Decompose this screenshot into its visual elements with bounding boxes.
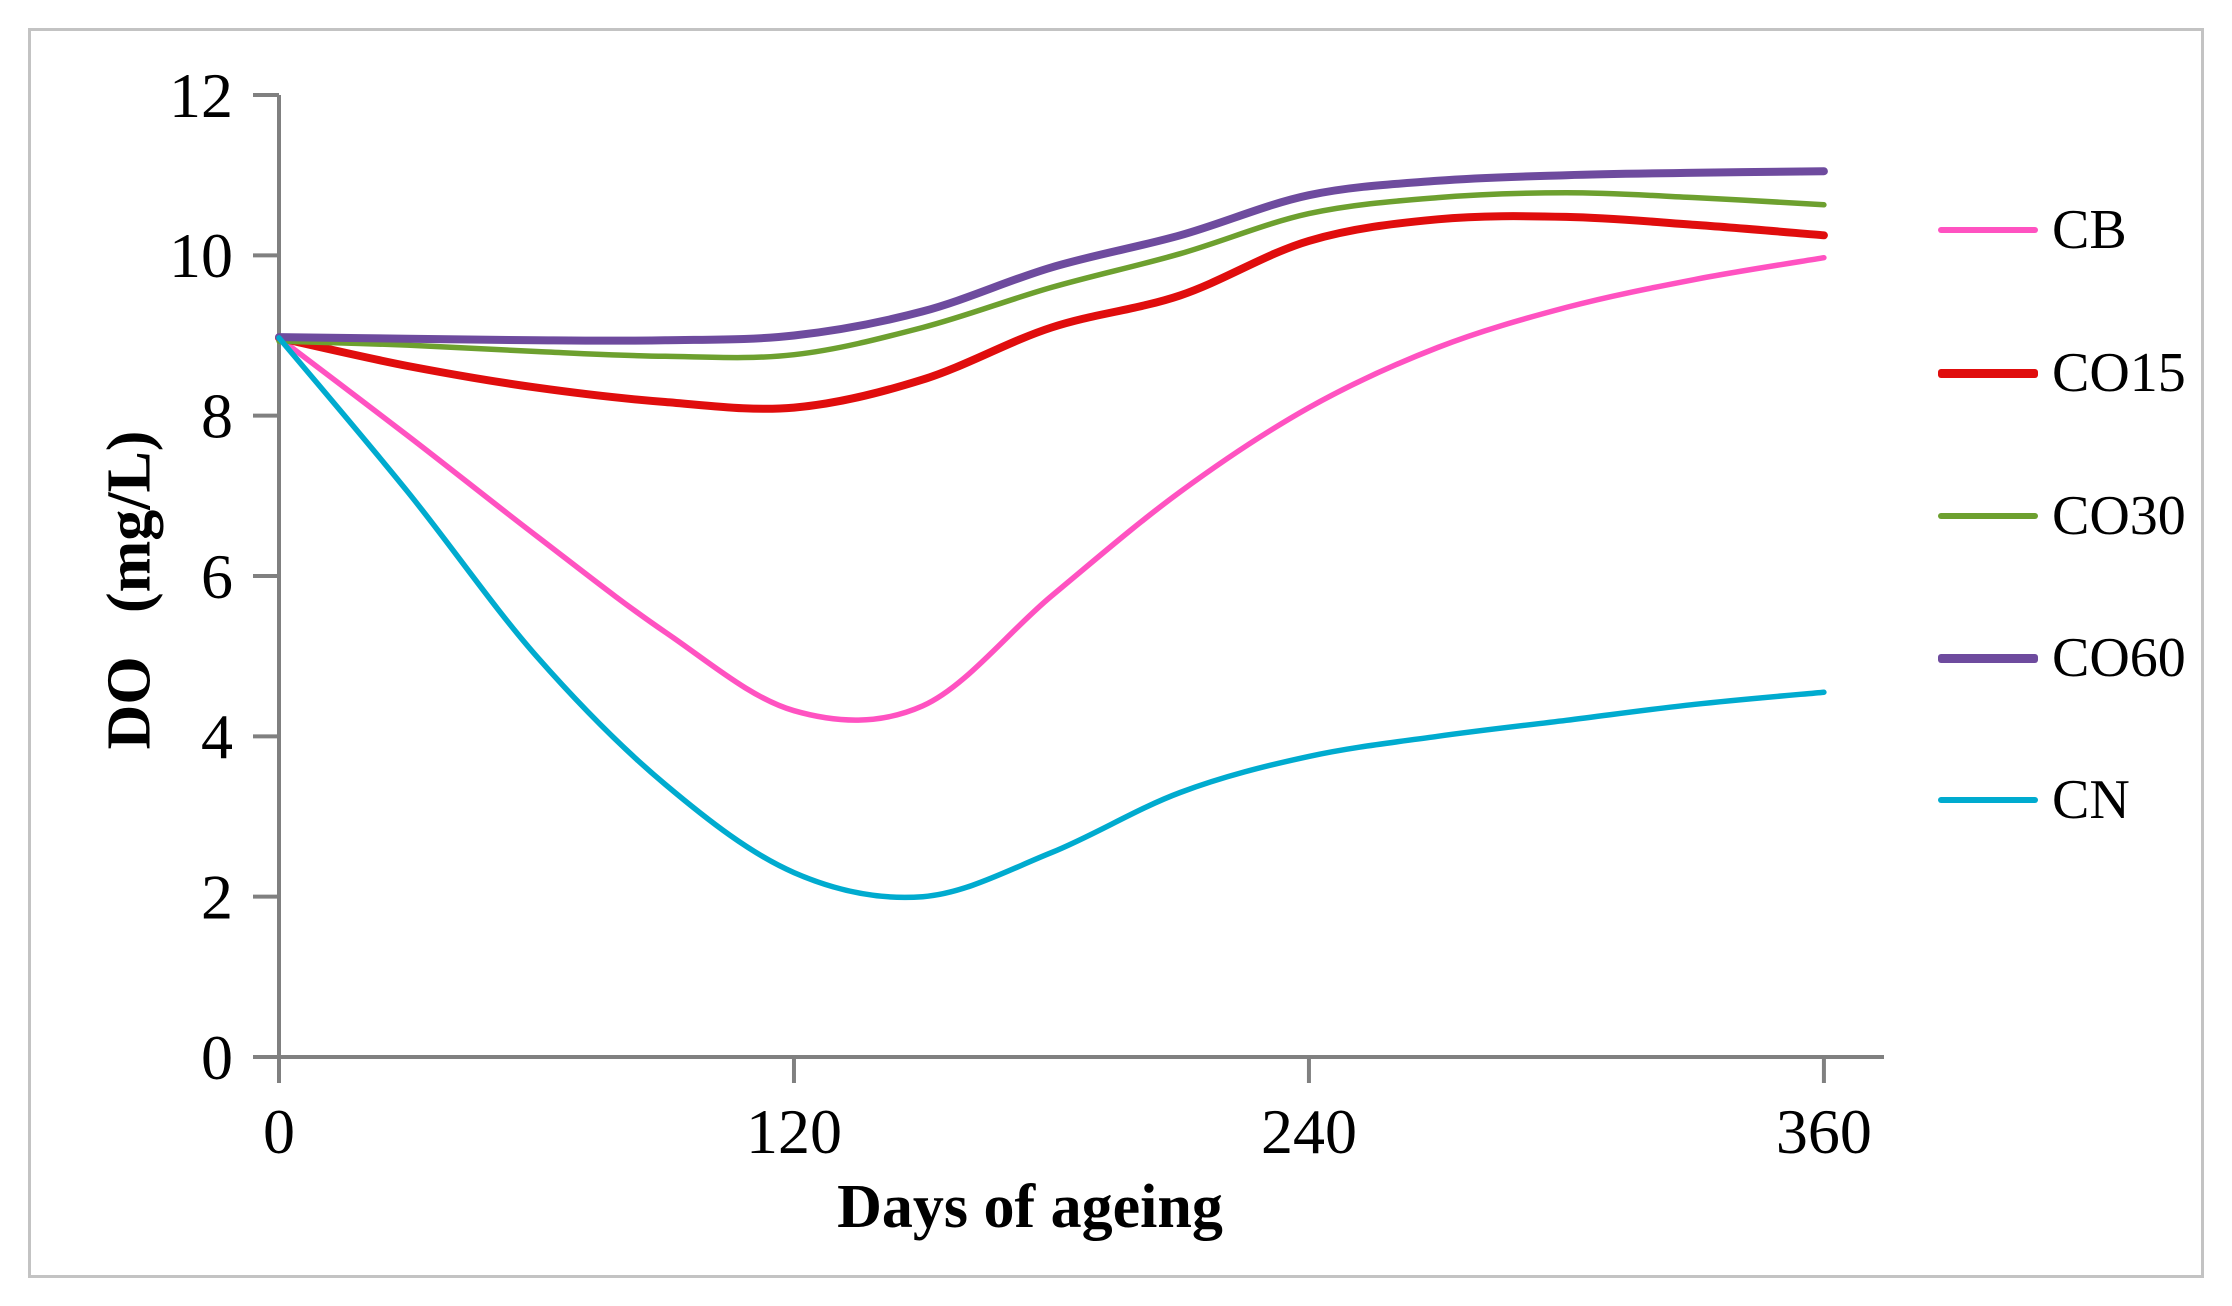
legend-label-CO15: CO15 [2052,342,2186,404]
legend-swatch-CO60 [1938,653,2038,663]
x-tick-label: 120 [746,1096,842,1167]
x-tick-label: 0 [263,1096,295,1167]
legend-swatch-CB [1938,227,2038,233]
x-tick-label: 240 [1261,1096,1357,1167]
legend-swatch-CO15 [1938,368,2038,378]
legend-item-CB: CB [1938,200,2127,260]
series-CO30-line [276,190,1827,361]
y-tick-label: 2 [201,861,233,932]
y-tick-label: 10 [169,220,233,291]
legend-swatch-CN [1938,797,2038,803]
legend-label-CN: CN [2052,769,2130,831]
y-tick-label: 4 [201,701,233,772]
series-CN-line [276,335,1827,901]
legend-item-CO30: CO30 [1938,486,2186,546]
legend-label-CO60: CO60 [2052,627,2186,689]
legend-item-CO15: CO15 [1938,343,2186,403]
y-tick-label: 12 [169,60,233,131]
y-tick-label: 0 [201,1022,233,1093]
data-series [275,167,1828,901]
y-axis-title: DO (mg/L) [95,430,164,750]
series-CO15-line [275,212,1828,413]
legend-item-CN: CN [1938,770,2130,830]
legend-swatch-CO30 [1938,513,2038,519]
legend-item-CO60: CO60 [1938,628,2186,688]
y-tick-label: 8 [201,380,233,451]
series-CB-line [276,254,1827,723]
figure-border [28,28,2204,1278]
y-tick-label: 6 [201,541,233,612]
axes [253,93,1884,1083]
legend-label-CB: CB [2052,199,2127,261]
legend-label-CO30: CO30 [2052,485,2186,547]
x-tick-label: 360 [1776,1096,1872,1167]
x-axis-title: Days of ageing [837,1173,1223,1241]
series-CO60-line [275,167,1828,345]
